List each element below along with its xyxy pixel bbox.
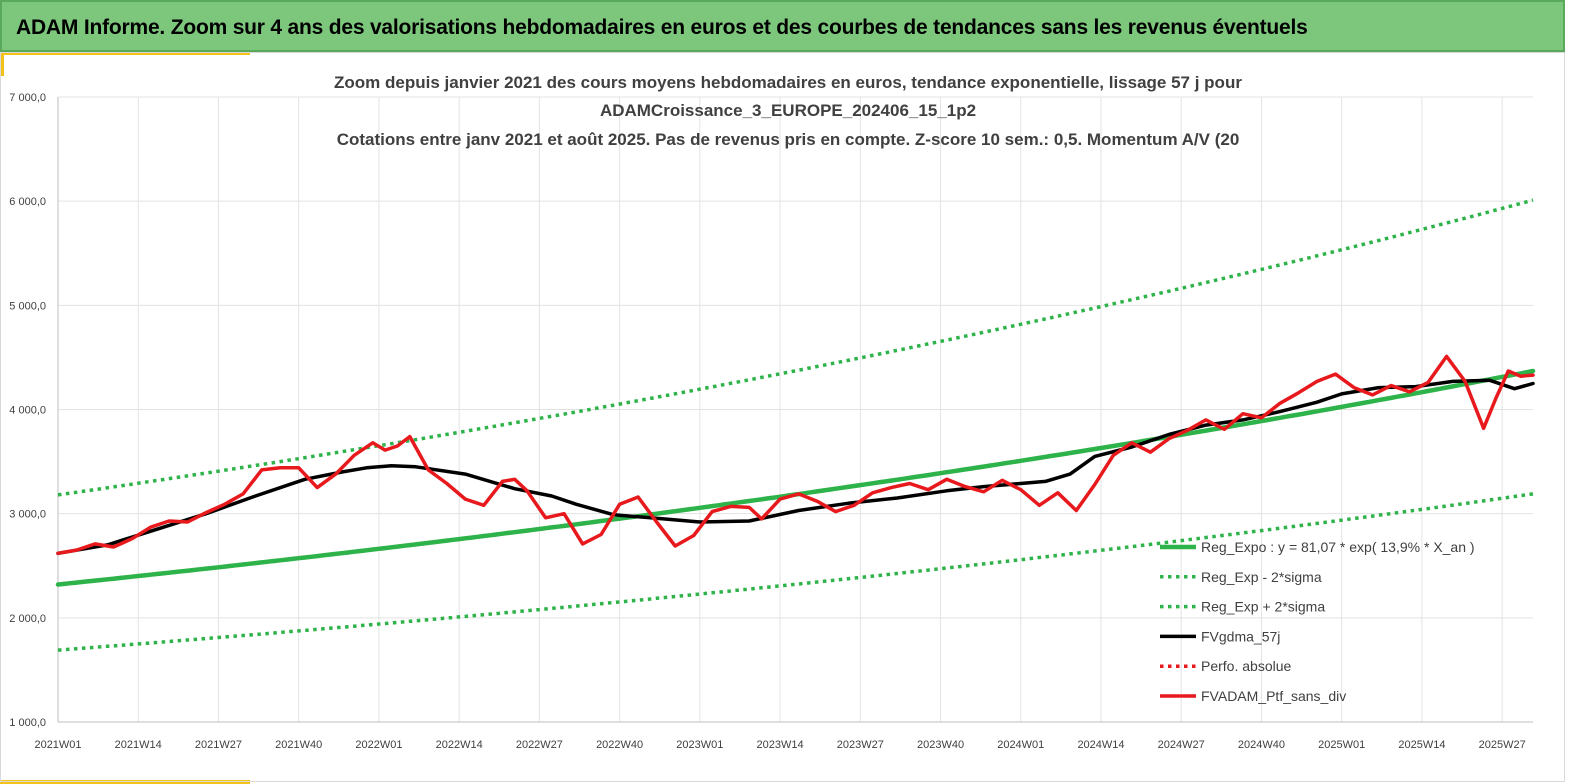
x-tick-label: 2022W01 (355, 739, 402, 751)
x-tick-label: 2023W40 (917, 739, 964, 751)
x-tick-label: 2024W27 (1158, 739, 1205, 751)
series-lines (55, 198, 1536, 652)
x-tick-label: 2025W01 (1318, 739, 1365, 751)
x-tick-label: 2022W27 (516, 739, 563, 751)
chart-frame (0, 52, 1565, 782)
x-tick-label: 2024W40 (1238, 739, 1285, 751)
y-tick-label: 6 000,0 (9, 196, 46, 208)
x-tick-label: 2021W01 (34, 739, 81, 751)
y-tick-label: 3 000,0 (9, 509, 46, 521)
legend-label: Reg_Exp - 2*sigma (1201, 569, 1322, 585)
accent-bar-left (0, 52, 4, 76)
x-tick-label: 2024W01 (997, 739, 1044, 751)
x-tick-label: 2025W27 (1479, 739, 1526, 751)
accent-bar-top-left (0, 52, 250, 55)
x-tick-label: 2022W14 (436, 739, 483, 751)
y-tick-label: 2 000,0 (9, 613, 46, 625)
y-tick-label: 1 000,0 (9, 717, 46, 729)
chart-title-line-3: Cotations entre janv 2021 et août 2025. … (337, 130, 1240, 149)
chart-title-line-1: Zoom depuis janvier 2021 des cours moyen… (334, 73, 1242, 92)
series-line-2 (57, 492, 1534, 652)
series-line-6 (56, 354, 1535, 556)
x-tick-label: 2021W14 (115, 739, 162, 751)
x-tick-label: 2025W14 (1398, 739, 1445, 751)
x-tick-label: 2024W14 (1077, 739, 1124, 751)
legend-label: FVADAM_Ptf_sans_div (1201, 688, 1346, 704)
accent-bar-bottom (0, 780, 250, 784)
x-tick-label: 2021W40 (275, 739, 322, 751)
y-tick-label: 4 000,0 (9, 405, 46, 417)
legend-label: Reg_Exp + 2*sigma (1201, 599, 1325, 615)
legend-label: Perfo. absolue (1201, 658, 1291, 674)
grid (57, 96, 1533, 723)
series-line-4 (56, 378, 1535, 556)
y-tick-label: 7 000,0 (9, 92, 46, 104)
x-tick-label: 2021W27 (195, 739, 242, 751)
y-tick-label: 5 000,0 (9, 300, 46, 312)
legend: Reg_Expo : y = 81,07 * exp( 13,9% * X_an… (1160, 539, 1475, 704)
x-tick-label: 2023W14 (757, 739, 804, 751)
legend-label: Reg_Expo : y = 81,07 * exp( 13,9% * X_an… (1201, 539, 1475, 555)
page-title: ADAM Informe. Zoom sur 4 ans des valoris… (16, 16, 1308, 39)
x-tick-label: 2023W01 (676, 739, 723, 751)
series-line-3 (57, 198, 1534, 497)
chart-title: Zoom depuis janvier 2021 des cours moyen… (334, 73, 1242, 149)
legend-label: FVgdma_57j (1201, 628, 1280, 644)
x-tick-label: 2022W40 (596, 739, 643, 751)
axes: 1 000,0 2 000,0 3 000,0 4 000,0 5 000,0 6 000… (9, 92, 1533, 751)
header-banner: ADAM Informe. Zoom sur 4 ans des valoris… (0, 0, 1565, 52)
x-tick-label: 2023W27 (837, 739, 884, 751)
chart-title-line-2: ADAMCroissance_3_EUROPE_202406_15_1p2 (600, 101, 976, 120)
